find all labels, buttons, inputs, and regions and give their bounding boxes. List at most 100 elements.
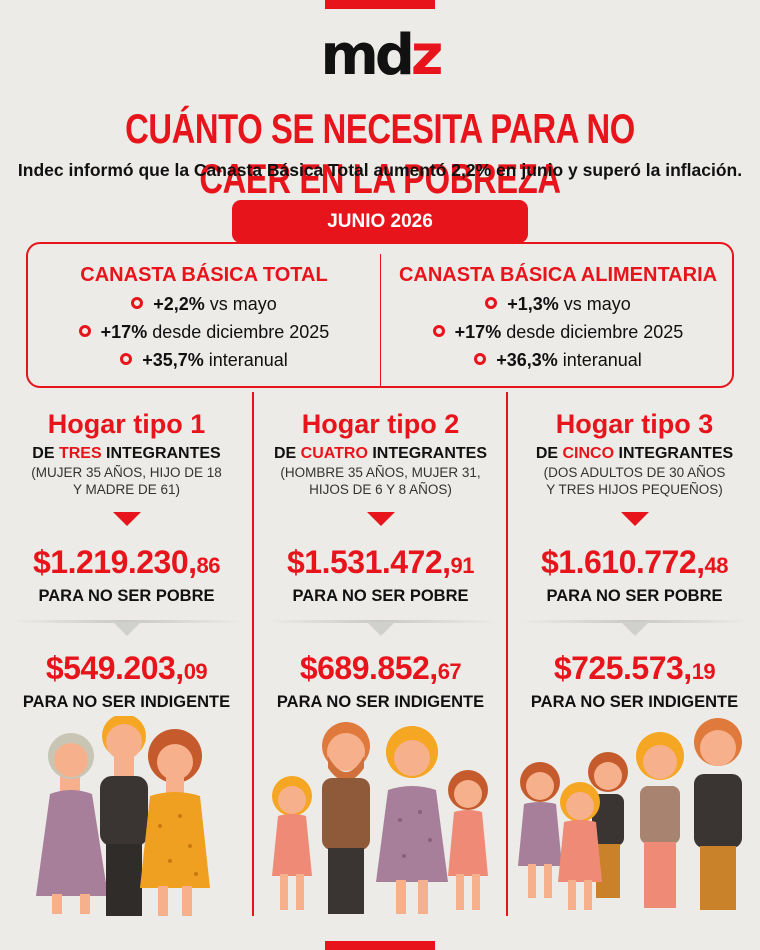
canasta-total: CANASTA BÁSICA TOTAL +2,2% vs mayo +17% … — [28, 262, 380, 374]
page-subtitle: Indec informó que la Canasta Básica Tota… — [17, 160, 743, 180]
integrantes-text: INTEGRANTES — [101, 445, 221, 462]
column-separator — [252, 392, 254, 916]
family-of-three-illustration — [36, 716, 210, 916]
mother-figure — [376, 726, 448, 914]
hogar-description-1: (HOMBRE 35 AÑOS, MUJER 31, — [280, 465, 481, 480]
indigencia-amount: $689.852,67 — [254, 648, 507, 692]
amount-integer: $1.219.230, — [32, 544, 197, 580]
amount-cents: 19 — [691, 659, 716, 684]
integrantes-count: CUATRO — [300, 445, 368, 462]
amount-integer: $689.852, — [299, 650, 438, 686]
family-of-five-illustration — [518, 718, 742, 910]
canasta-alimentaria-row: +36,3% interanual — [382, 346, 734, 374]
bottom-accent-bar — [325, 941, 435, 950]
canastas-divider — [380, 254, 381, 386]
row-text: desde diciembre 2025 — [501, 322, 684, 342]
integrantes-count: CINCO — [562, 445, 615, 462]
amount-cents: 86 — [196, 553, 221, 578]
separator-arrow-icon — [265, 620, 496, 640]
hogar-tipo-1: Hogar tipo 1 DE TRES INTEGRANTES (MUJER … — [0, 406, 253, 712]
hogar-title: Hogar tipo 3 — [555, 409, 714, 439]
hogar-integrantes: DE CUATRO INTEGRANTES — [254, 444, 507, 464]
bullet-icon — [78, 325, 91, 337]
hogar-title: Hogar tipo 1 — [47, 409, 206, 439]
indigencia-label: PARA NO SER INDIGENTE — [276, 693, 485, 711]
amount-cents: 09 — [183, 659, 208, 684]
date-badge: JUNIO 2026 — [232, 200, 528, 243]
mother-figure — [636, 732, 684, 908]
pobreza-label: PARA NO SER POBRE — [546, 587, 723, 605]
row-text: vs mayo — [558, 294, 631, 314]
separator-arrow-icon — [11, 620, 242, 640]
hogar-description-1: (MUJER 35 AÑOS, HIJO DE 18 — [31, 465, 222, 480]
hogar-tipo-2: Hogar tipo 2 DE CUATRO INTEGRANTES (HOMB… — [254, 406, 507, 712]
row-text: desde diciembre 2025 — [147, 322, 330, 342]
hogar-description-2: Y MADRE DE 61) — [72, 482, 181, 497]
top-accent-bar — [325, 0, 435, 9]
bullet-icon — [432, 325, 445, 337]
hogar-integrantes: DE CINCO INTEGRANTES — [508, 444, 760, 464]
row-value: +17% — [454, 322, 502, 342]
indigencia-amount: $549.203,09 — [0, 648, 253, 692]
grandmother-figure — [36, 733, 108, 914]
logo-part-1: md — [320, 23, 414, 88]
amount-cents: 67 — [437, 659, 462, 684]
row-value: +2,2% — [153, 294, 205, 314]
father-figure — [694, 718, 742, 910]
separator-arrow-icon — [519, 620, 750, 640]
hogar-description-1: (DOS ADULTOS DE 30 AÑOS — [543, 465, 726, 480]
amount-integer: $549.203, — [45, 650, 184, 686]
child-girl-figure — [272, 776, 312, 910]
child-girl-figure — [518, 762, 562, 898]
row-value: +36,3% — [496, 350, 558, 370]
amount-integer: $1.610.772, — [540, 544, 705, 580]
hogar-title: Hogar tipo 2 — [301, 409, 460, 439]
logo-part-2: z — [410, 23, 444, 88]
de-text: DE — [32, 445, 59, 462]
pobreza-amount: $1.219.230,86 — [0, 542, 253, 586]
row-value: +1,3% — [507, 294, 559, 314]
father-figure — [322, 722, 370, 914]
bullet-icon — [131, 297, 144, 309]
indigencia-label: PARA NO SER INDIGENTE — [530, 693, 739, 711]
family-of-four-illustration — [272, 722, 488, 914]
amount-cents: 91 — [450, 553, 475, 578]
child-girl-figure — [558, 782, 602, 910]
canasta-total-row: +35,7% interanual — [28, 346, 380, 374]
child-figure — [448, 770, 488, 910]
hogar-description-2: Y TRES HIJOS PEQUEÑOS) — [546, 482, 723, 497]
son-figure — [100, 716, 148, 916]
canasta-alimentaria-title: CANASTA BÁSICA ALIMENTARIA — [398, 264, 718, 286]
hogar-tipo-3: Hogar tipo 3 DE CINCO INTEGRANTES (DOS A… — [508, 406, 760, 712]
down-arrow-icon — [112, 512, 141, 526]
integrantes-count: TRES — [58, 445, 102, 462]
down-arrow-icon — [366, 512, 395, 526]
canasta-total-row: +2,2% vs mayo — [28, 290, 380, 318]
canastas-box: CANASTA BÁSICA TOTAL +2,2% vs mayo +17% … — [26, 242, 734, 388]
pobreza-amount: $1.531.472,91 — [254, 542, 507, 586]
pobreza-label: PARA NO SER POBRE — [292, 587, 469, 605]
column-separator — [506, 392, 508, 916]
row-text: vs mayo — [204, 294, 277, 314]
canasta-alimentaria: CANASTA BÁSICA ALIMENTARIA +1,3% vs mayo… — [382, 262, 734, 374]
amount-cents: 48 — [704, 553, 729, 578]
indigencia-label: PARA NO SER INDIGENTE — [22, 693, 231, 711]
down-arrow-icon — [620, 512, 649, 526]
bullet-icon — [474, 353, 487, 365]
bullet-icon — [120, 353, 133, 365]
hogar-description-2: HIJOS DE 6 Y 8 AÑOS) — [309, 482, 452, 497]
mdz-logo: mdz — [0, 26, 760, 86]
de-text: DE — [535, 445, 563, 462]
canasta-total-row: +17% desde diciembre 2025 — [28, 318, 380, 346]
mother-figure — [140, 729, 210, 916]
canasta-total-title: CANASTA BÁSICA TOTAL — [80, 264, 328, 286]
indigencia-amount: $725.573,19 — [508, 648, 760, 692]
page-title: CUÁNTO SE NECESITA PARA NO CAER EN LA PO… — [125, 105, 635, 202]
integrantes-text: INTEGRANTES — [367, 445, 488, 462]
amount-integer: $1.531.472, — [286, 544, 451, 580]
row-text: interanual — [203, 350, 288, 370]
pobreza-label: PARA NO SER POBRE — [38, 587, 215, 605]
integrantes-text: INTEGRANTES — [614, 445, 734, 462]
pobreza-amount: $1.610.772,48 — [508, 542, 760, 586]
row-text: interanual — [557, 350, 642, 370]
